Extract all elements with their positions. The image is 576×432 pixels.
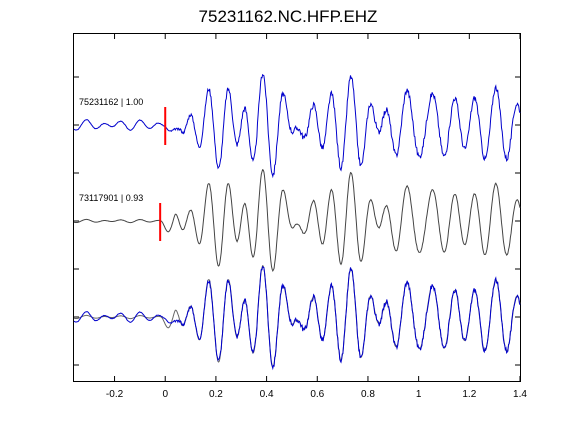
trace-label: 75231162 | 1.00 xyxy=(79,97,143,107)
x-tick-label: 0.2 xyxy=(209,389,223,400)
x-tick-label: 0.6 xyxy=(310,389,324,400)
x-tick-label: 0 xyxy=(162,389,168,400)
trace-label: 73117901 | 0.93 xyxy=(79,193,143,203)
y-ticks xyxy=(74,76,520,366)
chart-title: 75231162.NC.HFP.EHZ xyxy=(199,7,378,26)
x-tick-label: 0.4 xyxy=(260,389,274,400)
x-tick-label: 1.2 xyxy=(462,389,476,400)
waveform-traces: 75231162 | 1.00 73117901 | 0.93 xyxy=(73,73,521,371)
trace-75231162 xyxy=(73,73,521,179)
x-tick-label: 1.4 xyxy=(513,389,527,400)
x-tick-label: 0.8 xyxy=(361,389,375,400)
trace-73117901 xyxy=(73,168,521,273)
x-tick-label: -0.2 xyxy=(106,389,124,400)
plot-frame xyxy=(73,33,521,382)
x-tick-label: 1 xyxy=(416,389,422,400)
overlay-trace-template xyxy=(73,264,521,369)
x-axis: -0.2 0 0.2 0.4 0.6 0.8 1 1.2 1.4 xyxy=(106,34,527,400)
overlay-trace-master xyxy=(73,265,521,371)
